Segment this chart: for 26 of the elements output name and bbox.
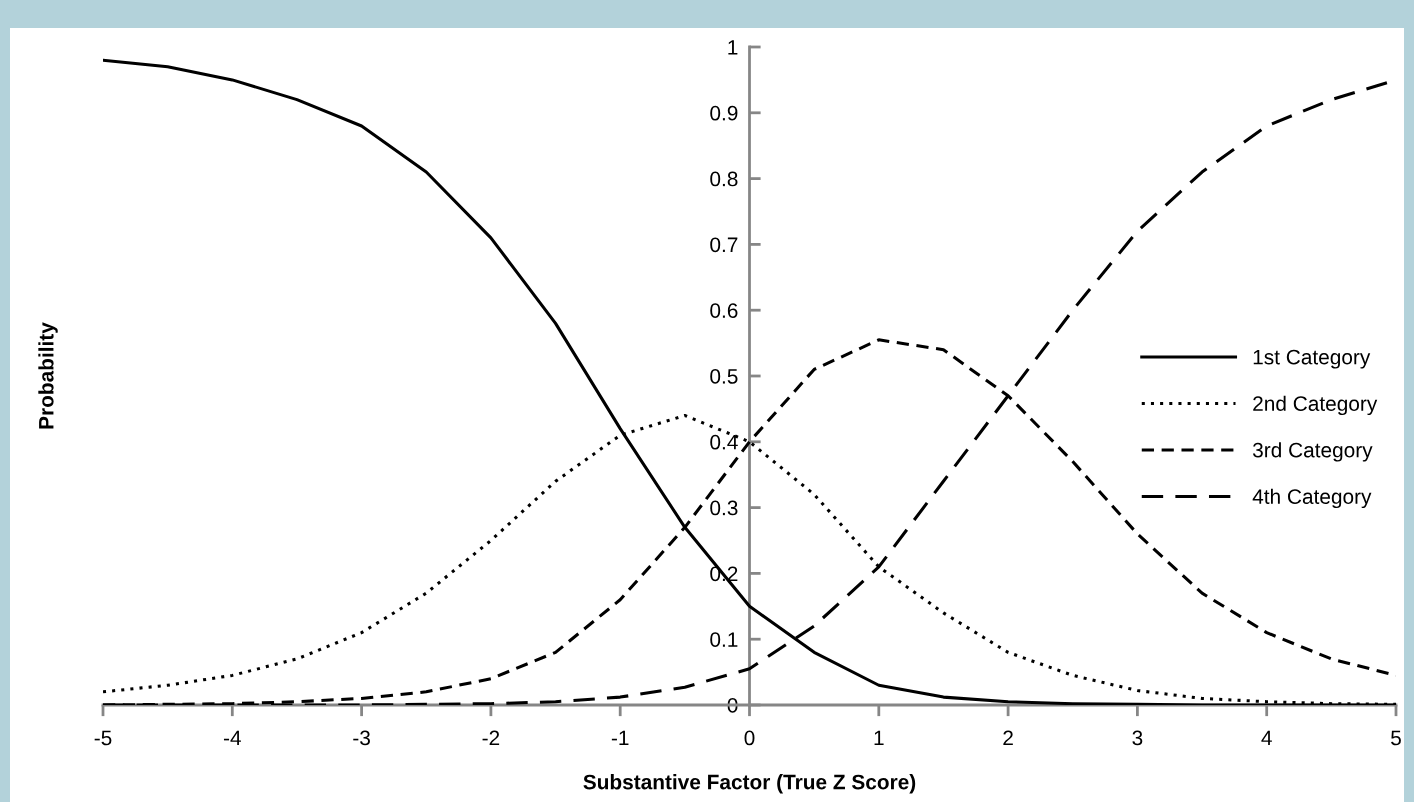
y-tick-label: 0.1	[710, 632, 738, 647]
x-tick-label: 3	[1132, 730, 1143, 746]
y-axis-title: Probability	[38, 322, 58, 429]
x-tick-label: -1	[611, 730, 629, 746]
x-tick-label: -5	[94, 730, 112, 746]
y-tick-label: 0.3	[710, 500, 738, 516]
x-tick-label: 1	[874, 730, 884, 746]
legend-label: 1st Category	[1253, 349, 1371, 369]
y-tick-label: 0.6	[710, 303, 738, 318]
y-tick-label: 0.5	[710, 369, 738, 384]
y-tick-label: 0.8	[710, 171, 738, 187]
x-tick-label: 2	[1003, 730, 1013, 746]
x-tick-label: 4	[1261, 730, 1272, 746]
y-tick-label: 0.9	[710, 105, 738, 121]
legend-label: 2nd Category	[1253, 395, 1378, 416]
x-tick-label: 0	[744, 730, 755, 746]
y-tick-label: 0.7	[710, 237, 738, 253]
legend-label: 4th Category	[1252, 488, 1372, 509]
y-tick-label: 1	[728, 40, 738, 55]
x-tick-label: -4	[223, 730, 241, 746]
x-axis-title: Substantive Factor (True Z Score)	[583, 774, 916, 794]
y-tick-label: 0.4	[710, 434, 738, 450]
x-tick-label: -3	[353, 730, 370, 746]
x-tick-label: 5	[1391, 730, 1401, 746]
x-tick-label: -2	[482, 730, 500, 746]
legend-label: 3rd Category	[1252, 442, 1373, 462]
